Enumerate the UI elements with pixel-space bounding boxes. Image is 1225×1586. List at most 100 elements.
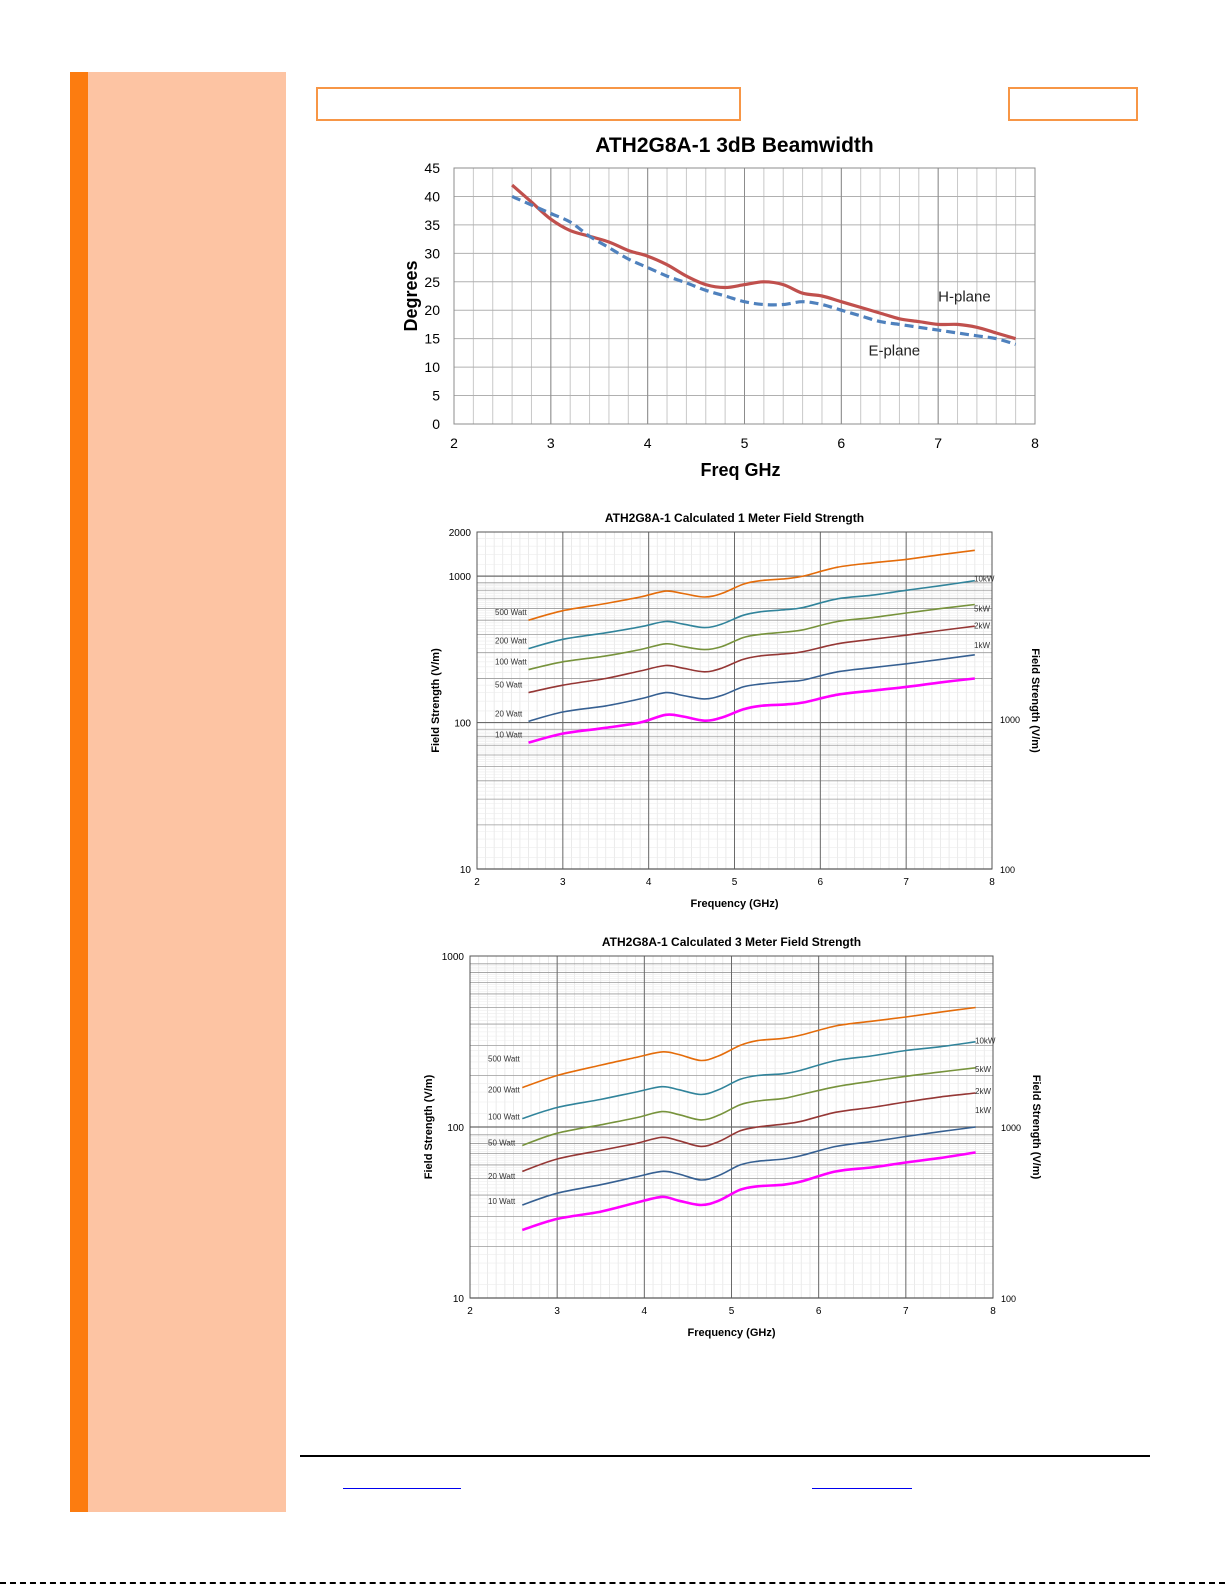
y-tick-label: 10 <box>424 359 440 375</box>
x-tick-label: 2 <box>474 877 480 888</box>
x-tick-label: 4 <box>646 877 652 888</box>
y-tick-label: 1000 <box>449 572 472 583</box>
series-label: 100 Watt <box>488 1112 520 1121</box>
x-tick-label: 5 <box>741 435 749 451</box>
y-tick-label: 35 <box>424 217 440 233</box>
x-tick-label: 3 <box>547 435 555 451</box>
y-tick-label: 45 <box>424 160 440 176</box>
x-tick-label: 2 <box>450 435 458 451</box>
series-line-5 <box>528 677 975 744</box>
series-line-4 <box>528 654 975 723</box>
series-label: 10 Watt <box>495 731 523 740</box>
x-tick-label: 4 <box>642 1306 648 1317</box>
series-line-h-plane <box>511 183 1017 341</box>
right-series-label: 10kW <box>974 574 995 583</box>
series-line-0 <box>522 1006 976 1089</box>
x-tick-label: 7 <box>934 435 942 451</box>
annotation-h-plane: H-plane <box>938 289 991 306</box>
right-series-label: 5kW <box>975 1065 991 1074</box>
series-label: 50 Watt <box>488 1138 516 1147</box>
series-label: 50 Watt <box>495 681 523 690</box>
chart-title: ATH2G8A-1 Calculated 1 Meter Field Stren… <box>605 511 864 525</box>
field-strength-1m-chart: ATH2G8A-1 Calculated 1 Meter Field Stren… <box>430 511 1041 910</box>
x-axis-label: Freq GHz <box>700 460 780 480</box>
x-tick-label: 5 <box>732 877 738 888</box>
y-tick-label: 0 <box>432 416 440 432</box>
sidebar-panel <box>70 72 286 1512</box>
series-label: 200 Watt <box>495 637 527 646</box>
series-line-e-plane <box>511 194 1017 346</box>
series-line-1 <box>528 579 975 650</box>
beamwidth-chart: ATH2G8A-1 3dB Beamwidth05101520253035404… <box>401 134 1039 480</box>
series-line-2 <box>522 1067 976 1147</box>
y-tick-label: 10 <box>453 1294 465 1305</box>
series-line-3 <box>522 1092 976 1173</box>
page-bottom-border <box>0 1582 1225 1586</box>
series-label: 10 Watt <box>488 1197 516 1206</box>
y-tick-label: 25 <box>424 274 440 290</box>
y2-tick-label: 1000 <box>1001 1123 1021 1133</box>
right-series-label: 5kW <box>974 605 990 614</box>
series-label: 100 Watt <box>495 658 527 667</box>
series-label: 20 Watt <box>495 709 523 718</box>
series-line-0 <box>528 549 975 621</box>
annotation-e-plane: E-plane <box>868 343 920 360</box>
y-tick-label: 2000 <box>449 528 472 539</box>
series-label: 20 Watt <box>488 1172 516 1181</box>
x-tick-label: 8 <box>989 877 995 888</box>
x-axis-label: Frequency (GHz) <box>690 898 778 910</box>
right-series-label: 2kW <box>975 1087 991 1096</box>
plot-frame <box>453 167 1036 425</box>
x-tick-label: 4 <box>644 435 652 451</box>
y-axis-label: Degrees <box>401 260 421 331</box>
series-line-4 <box>522 1126 976 1206</box>
y-tick-label: 5 <box>432 388 440 404</box>
y-tick-label: 100 <box>447 1123 464 1134</box>
y-tick-label: 15 <box>424 331 440 347</box>
y-tick-label: 10 <box>460 865 472 876</box>
x-tick-label: 3 <box>560 877 566 888</box>
y-tick-label: 20 <box>424 302 440 318</box>
y2-tick-label: 100 <box>1000 865 1015 875</box>
y2-axis-label: Field Strength (V/m) <box>1029 648 1041 753</box>
right-series-label: 10kW <box>975 1036 996 1045</box>
x-tick-label: 2 <box>467 1306 473 1317</box>
y-tick-label: 100 <box>454 719 471 730</box>
header-box-right <box>1008 87 1138 121</box>
y-tick-label: 1000 <box>442 952 465 963</box>
x-tick-label: 8 <box>990 1306 996 1317</box>
y-tick-label: 30 <box>424 245 440 261</box>
x-tick-label: 3 <box>554 1306 560 1317</box>
series-label: 200 Watt <box>488 1086 520 1095</box>
plot-frame <box>476 531 993 870</box>
y-axis-label: Field Strength (V/m) <box>423 1074 435 1179</box>
y2-tick-label: 1000 <box>1000 715 1020 725</box>
footer-rule <box>300 1455 1150 1457</box>
x-axis-label: Frequency (GHz) <box>687 1327 775 1339</box>
footer-link-right[interactable] <box>812 1488 912 1489</box>
series-line-5 <box>521 1151 976 1232</box>
x-tick-label: 5 <box>729 1306 735 1317</box>
right-series-label: 1kW <box>974 641 990 650</box>
x-tick-label: 7 <box>903 1306 909 1317</box>
plot-frame <box>469 955 994 1299</box>
series-label: 500 Watt <box>488 1055 520 1064</box>
series-label: 500 Watt <box>495 608 527 617</box>
x-tick-label: 8 <box>1031 435 1039 451</box>
y-tick-label: 40 <box>424 188 440 204</box>
y-axis-label: Field Strength (V/m) <box>430 648 442 753</box>
x-tick-label: 6 <box>818 877 824 888</box>
x-tick-label: 7 <box>903 877 909 888</box>
sidebar-stripe <box>70 72 88 1512</box>
chart-title: ATH2G8A-1 Calculated 3 Meter Field Stren… <box>602 935 861 949</box>
series-line-2 <box>528 603 975 671</box>
right-series-label: 1kW <box>975 1106 991 1115</box>
field-strength-3m-chart: ATH2G8A-1 Calculated 3 Meter Field Stren… <box>423 935 1042 1339</box>
y2-axis-label: Field Strength (V/m) <box>1030 1075 1042 1180</box>
header-box-left <box>316 87 741 121</box>
footer-link-left[interactable] <box>343 1488 461 1489</box>
chart-title: ATH2G8A-1 3dB Beamwidth <box>595 134 874 157</box>
right-series-label: 2kW <box>974 621 990 630</box>
y2-tick-label: 100 <box>1001 1294 1016 1304</box>
x-tick-label: 6 <box>837 435 845 451</box>
